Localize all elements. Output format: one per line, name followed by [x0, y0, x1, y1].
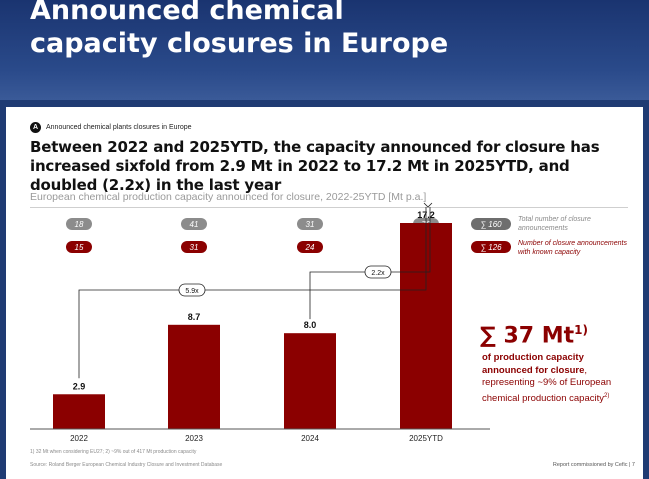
section-tag-label: Announced chemical plants closures in Eu…: [46, 124, 192, 131]
slide-panel: A Announced chemical plants closures in …: [6, 107, 643, 479]
section-tag: A Announced chemical plants closures in …: [30, 122, 192, 133]
known-pill-2023-bg: [181, 241, 207, 253]
growth-connector-5.9x: [78, 207, 427, 379]
chart-title: European chemical production capacity an…: [30, 191, 427, 203]
bar-2023: [168, 324, 220, 429]
known-sum-pill: ∑ 126: [480, 243, 502, 252]
total-capacity: ∑ 37 Mt1): [480, 323, 588, 348]
bar-value-label-2022: 2.9: [73, 381, 86, 391]
legend-total-announcements: Total number of closure announcements: [518, 216, 591, 232]
bar-value-label-2024: 8.0: [304, 320, 317, 330]
page-title-line-1: Announced chemical: [30, 0, 344, 26]
bar-value-label-2023: 8.7: [188, 312, 201, 322]
bar-2024: [284, 333, 336, 429]
total-pill-2022: 18: [75, 220, 84, 229]
x-tick-label-2024: 2024: [301, 434, 319, 443]
page-title: Announced chemical capacity closures in …: [30, 0, 448, 60]
legend-known-capacity: Number of closure announcements with kno…: [518, 240, 627, 256]
description-rest: , representing ~9% of European chemical …: [482, 364, 612, 404]
total-pill-2023-bg: [181, 218, 207, 230]
total-sum-pill-bg: [471, 218, 511, 230]
x-tick-label-2025YTD: 2025YTD: [409, 434, 443, 443]
footnote: 1) 32 Mt when considering EU27; 2) ~9% o…: [30, 449, 197, 455]
description-bold: of production capacity announced for clo…: [482, 352, 585, 376]
known-pill-2024-bg: [297, 241, 323, 253]
total-capacity-description: of production capacity announced for clo…: [482, 352, 627, 405]
x-tick-label-2023: 2023: [185, 434, 203, 443]
total-pill-2024-bg: [297, 218, 323, 230]
known-pill-2022-bg: [66, 241, 92, 253]
known-pill-2022: 15: [75, 243, 84, 252]
known-pill-2023: 31: [190, 243, 199, 252]
total-pill-2023: 41: [190, 220, 199, 229]
total-sum-pill: ∑ 160: [480, 220, 502, 229]
report-credit: Report commissioned by Cefic | 7: [552, 462, 635, 468]
growth-arrowhead: [423, 202, 433, 208]
total-pill-2022-bg: [66, 218, 92, 230]
growth-label-5.9x-bubble: [178, 283, 206, 297]
known-sum-pill-bg: [471, 241, 511, 253]
headline: Between 2022 and 2025YTD, the capacity a…: [30, 138, 600, 194]
title-banner: Announced chemical capacity closures in …: [0, 0, 649, 100]
x-tick-label-2022: 2022: [70, 434, 88, 443]
total-pill-2024: 31: [306, 220, 315, 229]
bar-2022: [53, 394, 105, 429]
known-pill-2024: 24: [305, 243, 315, 252]
source-note: Source: Roland Berger European Chemical …: [30, 462, 223, 468]
section-letter-badge: A: [30, 122, 41, 133]
bar-chart: 1841317015312456∑ 160∑ 1262.920228.72023…: [30, 202, 511, 443]
total-capacity-value: ∑ 37 Mt: [480, 323, 575, 349]
growth-label-5.9x: 5.9x: [185, 288, 199, 295]
total-capacity-footnote-ref: 1): [574, 323, 588, 337]
page-title-line-2: capacity closures in Europe: [30, 28, 449, 59]
description-footnote-ref: 2): [603, 392, 610, 399]
divider: [30, 207, 628, 208]
growth-label-2.2x: 2.2x: [371, 270, 385, 277]
growth-label-2.2x-bubble: [364, 265, 392, 279]
